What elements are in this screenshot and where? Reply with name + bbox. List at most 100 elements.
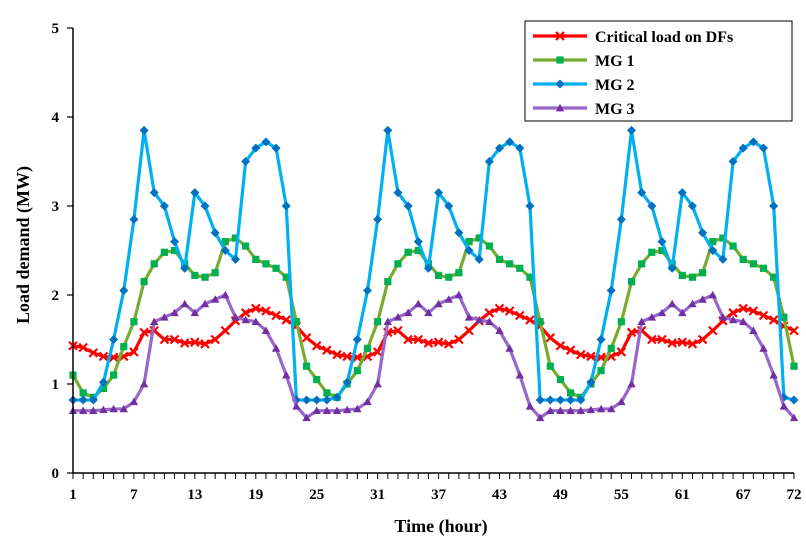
data-point [586,351,596,362]
data-point [332,349,342,360]
series-layer [68,125,799,422]
data-point [342,351,352,362]
data-point [687,201,697,211]
data-point [89,406,98,415]
data-point [332,392,342,402]
data-point [444,295,453,303]
data-point [140,278,148,286]
data-point [251,317,260,326]
data-point [494,303,505,314]
series-2 [68,125,799,405]
data-point [770,273,778,281]
data-point [616,347,627,357]
data-point [768,315,779,325]
series-line [73,128,795,402]
data-point [160,248,168,256]
data-point [637,317,646,326]
data-point [658,246,666,255]
data-point [707,325,718,336]
data-point [607,404,616,413]
data-point [526,273,534,281]
x-axis-title: Time (hour) [394,516,487,537]
y-axis-title: Load demand (MW) [13,166,34,324]
data-point [474,315,484,324]
data-point [545,395,555,405]
axes-layer [72,28,794,474]
legend-label: MG 3 [595,101,635,118]
data-point [150,317,159,326]
data-point [211,269,219,277]
data-point [373,214,383,224]
data-point [546,406,555,415]
data-point [413,334,424,345]
data-point [200,201,210,211]
data-point [648,248,656,256]
data-point [200,299,210,308]
data-point [515,310,525,321]
data-point [739,317,748,326]
data-point [556,406,565,415]
x-tick-label: 13 [187,487,202,503]
data-point [383,317,393,326]
data-point [220,246,230,255]
data-point [99,405,108,414]
data-point [372,347,383,357]
legend-label: Critical load on DFs [595,29,733,46]
data-point [667,263,677,273]
data-point [434,188,444,198]
data-point [535,413,545,422]
data-point [423,263,433,273]
y-tick-label: 4 [52,110,60,126]
data-point [627,125,637,135]
data-point [647,201,657,211]
data-point [748,306,759,316]
data-point [464,313,474,321]
data-point [606,286,616,296]
data-point [383,125,393,135]
data-point [393,188,403,198]
x-tick-label: 7 [130,487,138,503]
data-point [301,332,312,343]
data-point [485,242,493,250]
data-point [78,342,88,353]
legend-box [524,20,793,122]
data-point [749,326,758,334]
data-point [384,278,392,286]
data-point [759,344,768,352]
y-tick-label: 3 [52,199,60,215]
data-point [423,338,434,348]
legend: Critical load on DFs MG 1 MG 2 MG 3 [524,20,793,122]
x-tick-label: 31 [370,487,385,503]
data-point [210,295,220,303]
data-point [739,255,747,263]
data-point [575,349,586,360]
data-point [596,335,606,344]
data-point [373,379,382,388]
data-point [322,406,332,415]
data-point [230,254,240,264]
data-point [657,334,667,345]
data-point [667,338,677,348]
data-point [159,334,170,345]
series-3 [68,290,799,422]
data-point [79,389,87,397]
data-point [271,310,281,321]
data-point [302,362,311,370]
data-point [363,344,372,352]
data-point [525,315,535,325]
data-point [789,395,799,405]
data-point [362,286,372,296]
data-point [302,413,311,422]
data-point [759,143,769,153]
data-point [780,313,788,321]
data-point [292,402,301,410]
data-point [99,384,108,393]
data-point [221,238,229,246]
data-point [170,237,180,247]
data-point [271,344,281,352]
data-point [657,308,667,317]
data-point [515,143,525,153]
data-point [748,137,758,147]
data-point [272,264,280,272]
data-point [454,334,464,345]
